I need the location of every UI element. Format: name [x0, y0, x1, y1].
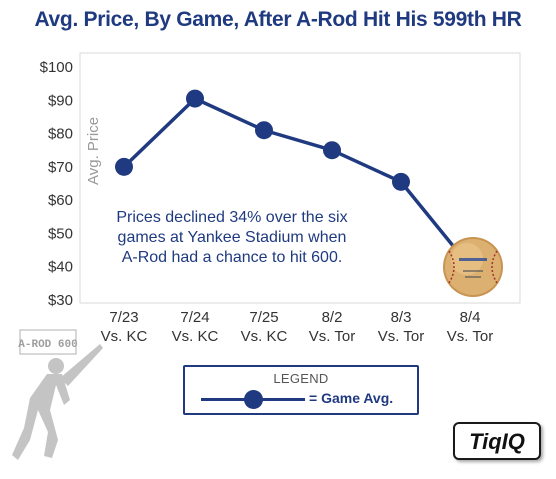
x-tick-label: 7/24	[180, 309, 209, 326]
badge-text: A-ROD 600	[18, 339, 77, 351]
data-point	[323, 141, 341, 160]
x-tick-label: Vs. Tor	[309, 328, 355, 345]
annotation-line: Prices declined 34% over the six	[116, 209, 347, 226]
data-point	[186, 89, 204, 108]
x-tick-label: Vs. Tor	[378, 328, 424, 345]
batter-silhouette-icon: A-ROD 600	[12, 329, 103, 460]
x-tick-label: 7/23	[109, 309, 138, 326]
x-tick-label: 8/4	[460, 309, 481, 326]
y-tick-label: $80	[48, 126, 73, 143]
y-tick-label: $100	[40, 59, 73, 76]
data-point	[115, 157, 133, 176]
logo-text: TiqIQ	[469, 429, 525, 454]
y-tick-label: $60	[48, 192, 73, 209]
x-tick-label: Vs. KC	[172, 328, 219, 345]
y-axis-label: Avg. Price	[85, 117, 102, 185]
y-tick-label: $50	[48, 225, 73, 242]
legend: LEGEND = Game Avg.	[183, 365, 419, 415]
y-tick-label: $30	[48, 292, 73, 309]
x-tick-label: 8/2	[322, 309, 343, 326]
chart-title: Avg. Price, By Game, After A-Rod Hit His…	[34, 8, 522, 31]
legend-label: = Game Avg.	[309, 390, 394, 406]
x-tick-label: Vs. KC	[241, 328, 288, 345]
y-tick-label: $70	[48, 159, 73, 176]
x-tick-label: Vs. KC	[101, 328, 148, 345]
tiqiq-logo: TiqIQ	[453, 422, 541, 460]
data-point	[255, 121, 273, 140]
legend-title: LEGEND	[273, 371, 329, 386]
baseball-icon	[443, 237, 503, 297]
x-tick-label: 8/3	[391, 309, 412, 326]
y-tick-label: $90	[48, 92, 73, 109]
x-tick-label: Vs. Tor	[447, 328, 493, 345]
annotation-line: A-Rod had a chance to hit 600.	[122, 249, 343, 266]
plot-frame	[79, 52, 521, 304]
y-tick-label: $40	[48, 259, 73, 276]
series-line-game-avg	[122, 96, 472, 268]
x-tick-label: 7/25	[249, 309, 278, 326]
annotation-line: games at Yankee Stadium when	[118, 229, 347, 246]
data-point	[392, 172, 410, 191]
legend-marker-swatch	[244, 390, 263, 409]
